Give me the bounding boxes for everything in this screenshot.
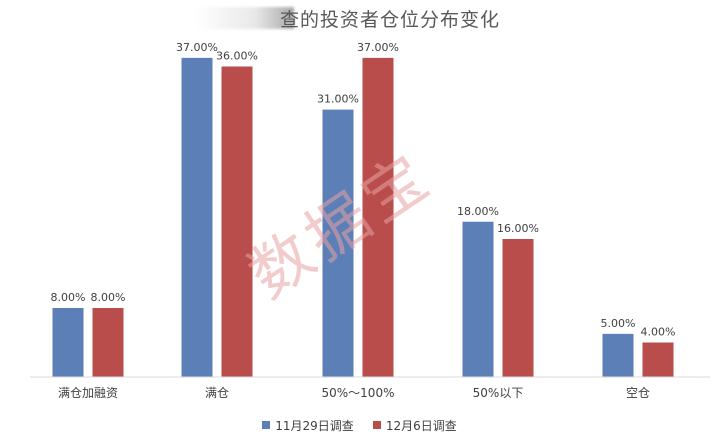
chart-title: 查的投资者仓位分布变化	[280, 9, 501, 31]
category-label-4: 50%以下	[473, 386, 524, 400]
bar-2-2	[221, 66, 253, 377]
legend-swatch-series-2	[372, 421, 381, 429]
category-label-5: 空仓	[626, 386, 650, 400]
legend-label-series-1: 11月29日调查	[275, 418, 354, 433]
data-label-2-1: 8.00%	[91, 291, 126, 304]
data-label-1-3: 31.00%	[317, 93, 359, 106]
bar-1-5	[602, 333, 634, 377]
data-label-1-4: 18.00%	[457, 205, 499, 218]
chart-title-area: 查的投资者仓位分布变化	[0, 4, 719, 34]
category-labels-layer: 满仓加融资 满仓 50%～100% 50%以下 空仓	[58, 386, 650, 400]
legend-item-series-1: 11月29日调查	[262, 417, 354, 434]
category-label-2: 满仓	[205, 386, 229, 400]
category-label-1: 满仓加融资	[58, 386, 118, 400]
bar-1-4	[462, 221, 494, 377]
bar-2-1	[92, 308, 124, 377]
data-label-2-2: 36.00%	[216, 50, 258, 63]
legend-swatch-series-1	[262, 421, 271, 429]
data-label-2-3: 37.00%	[357, 41, 399, 54]
bar-1-3	[322, 109, 354, 377]
bars-layer	[52, 57, 674, 377]
category-label-3: 50%～100%	[322, 386, 395, 400]
data-label-1-5: 5.00%	[601, 317, 636, 330]
legend: 11月29日调查 12月6日调查	[0, 414, 719, 434]
data-label-2-5: 4.00%	[641, 326, 676, 339]
bar-1-1	[52, 308, 84, 377]
data-label-2-4: 16.00%	[497, 222, 539, 235]
legend-label-series-2: 12月6日调查	[385, 418, 457, 433]
title-faded-region	[196, 7, 294, 29]
bar-2-3	[362, 57, 394, 377]
legend-item-series-2: 12月6日调查	[372, 417, 457, 434]
value-labels-layer: 8.00% 8.00%37.00%36.00%31.00%37.00%18.00%…	[51, 41, 676, 339]
data-label-1-2: 37.00%	[176, 41, 218, 54]
bar-1-2	[181, 57, 213, 377]
bar-2-4	[502, 239, 534, 377]
bar-2-5	[642, 342, 674, 377]
data-label-1-1: 8.00%	[51, 291, 86, 304]
